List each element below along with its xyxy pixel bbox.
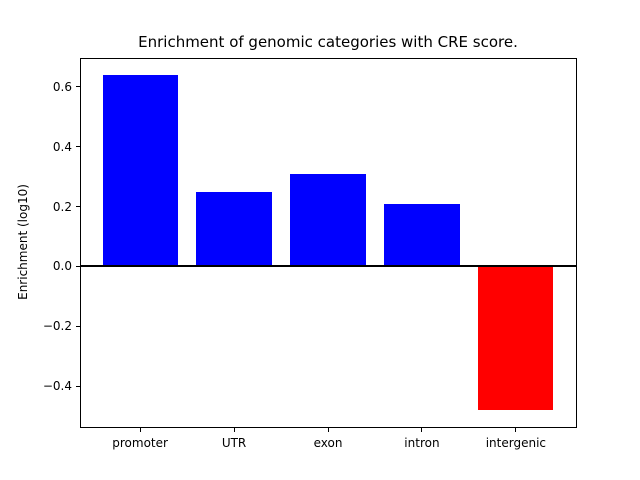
x-tick-label-UTR: UTR (221, 436, 247, 450)
zero-line (80, 265, 576, 268)
x-tick-label-intergenic: intergenic (485, 436, 547, 450)
bar-UTR (196, 191, 272, 267)
y-tick (76, 146, 80, 148)
x-tick-label-intron: intron (404, 436, 440, 450)
y-tick (76, 325, 80, 327)
x-tick (327, 428, 329, 432)
x-tick (139, 428, 141, 432)
y-tick (76, 86, 80, 88)
y-tick-label: −0.2 (42, 319, 72, 334)
x-tick (421, 428, 423, 432)
y-tick-label: −0.4 (42, 379, 72, 394)
x-tick-label-exon: exon (313, 436, 343, 450)
bar-exon (290, 173, 366, 267)
x-tick-label-promoter: promoter (112, 436, 168, 450)
y-tick (76, 385, 80, 387)
x-tick (233, 428, 235, 432)
y-tick-label: 0.4 (52, 139, 72, 154)
x-tick (515, 428, 517, 432)
y-tick-label: 0.6 (52, 79, 72, 94)
bar-promoter (102, 74, 178, 267)
bar-intron (384, 203, 460, 267)
bar-intergenic (478, 266, 554, 411)
y-tick-label: 0.2 (52, 199, 72, 214)
y-tick (76, 265, 80, 267)
chart-title: Enrichment of genomic categories with CR… (138, 33, 518, 51)
y-tick (76, 206, 80, 208)
y-tick-label: 0.0 (52, 259, 72, 274)
